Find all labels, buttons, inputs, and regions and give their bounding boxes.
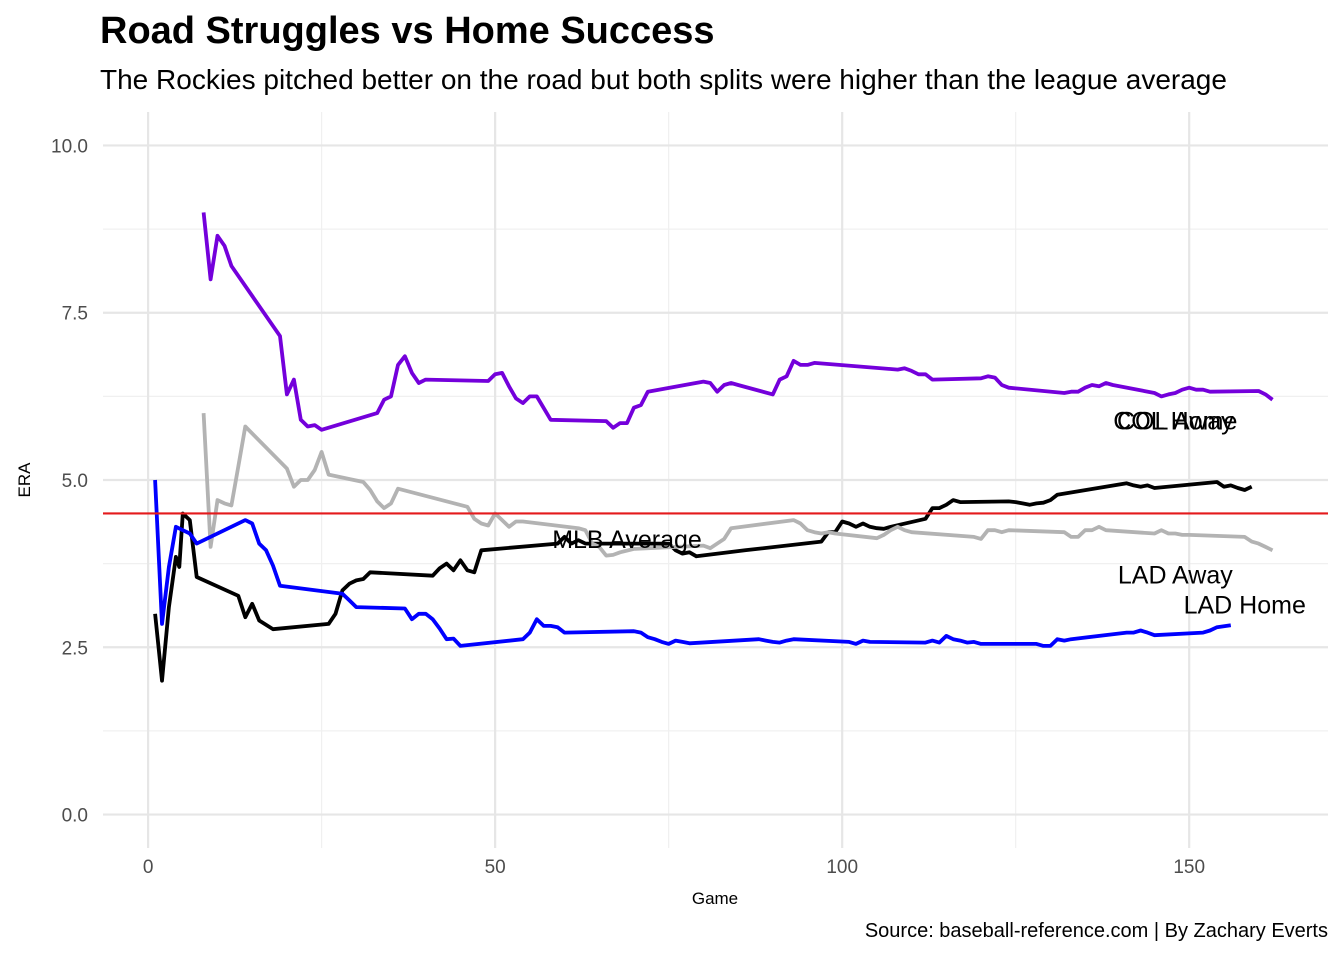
series-label-lad-home: LAD Home	[1184, 592, 1306, 620]
series-lines	[153, 212, 1274, 683]
y-axis-label: ERA	[15, 462, 34, 498]
grid-lines	[103, 112, 1328, 848]
x-tick-label: 100	[826, 857, 858, 878]
series-line-lad-away	[201, 413, 1274, 558]
mlb-average-label: MLB Average	[552, 526, 702, 554]
y-tick-label: 2.5	[62, 638, 88, 659]
axis-ticks: 0 50 100 150 0.0 2.5 5.0 7.5 10.0	[51, 136, 1205, 878]
chart-subtitle: The Rockies pitched better on the road b…	[100, 64, 1227, 95]
chart-title: Road Struggles vs Home Success	[100, 10, 715, 52]
x-axis-label: Game	[692, 889, 738, 908]
series-line-lad-home	[153, 479, 1232, 648]
series-label-col-home: COL Home	[1113, 408, 1237, 436]
y-tick-label: 7.5	[62, 304, 88, 325]
y-tick-label: 5.0	[62, 471, 88, 492]
chart-caption: Source: baseball-reference.com | By Zach…	[864, 920, 1328, 942]
series-line-col-away	[153, 480, 1253, 683]
series-label-col-away: COL Away	[1117, 408, 1234, 436]
y-tick-label: 10.0	[51, 136, 88, 157]
y-tick-label: 0.0	[62, 806, 88, 827]
series-line-col-home	[201, 212, 1274, 432]
x-tick-label: 50	[485, 857, 506, 878]
series-label-lad-away: LAD Away	[1118, 562, 1233, 590]
x-tick-label: 150	[1173, 857, 1205, 878]
x-tick-label: 0	[143, 857, 154, 878]
